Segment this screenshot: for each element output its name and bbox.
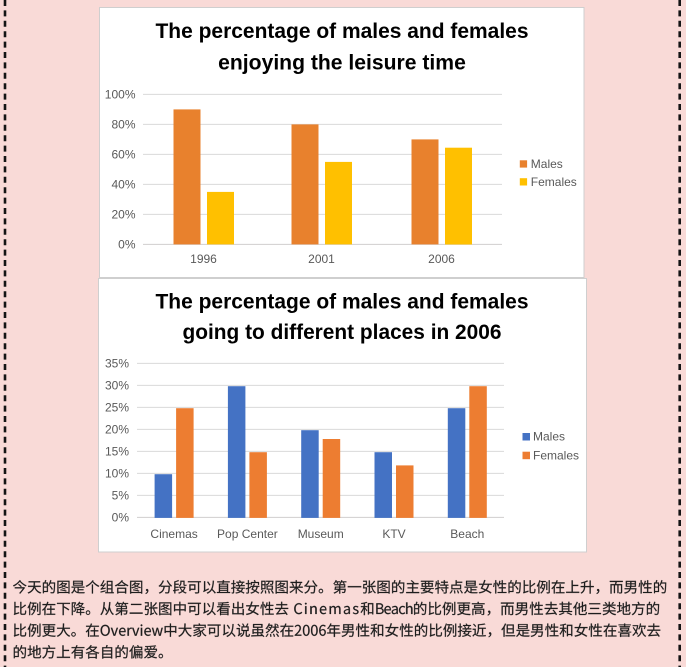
svg-text:100%: 100%	[105, 88, 136, 102]
svg-text:Beach: Beach	[450, 527, 484, 541]
svg-text:35%: 35%	[105, 357, 129, 371]
svg-text:going to different places in 2: going to different places in 2006	[183, 321, 502, 344]
svg-text:0%: 0%	[118, 238, 136, 252]
svg-text:0%: 0%	[112, 511, 130, 525]
svg-text:Cinemas: Cinemas	[150, 527, 197, 541]
svg-text:Pop Center: Pop Center	[217, 527, 278, 541]
svg-text:The percentage of males and fe: The percentage of males and females	[156, 291, 529, 314]
svg-text:2006: 2006	[428, 252, 455, 266]
svg-text:Museum: Museum	[298, 527, 344, 541]
svg-text:Males: Males	[533, 430, 565, 444]
svg-text:30%: 30%	[105, 379, 129, 393]
svg-text:enjoying the leisure time: enjoying the leisure time	[218, 52, 466, 75]
svg-text:15%: 15%	[105, 445, 129, 459]
svg-text:80%: 80%	[111, 118, 135, 132]
svg-text:10%: 10%	[105, 467, 129, 481]
svg-text:20%: 20%	[105, 423, 129, 437]
svg-text:20%: 20%	[111, 208, 135, 222]
svg-text:60%: 60%	[111, 148, 135, 162]
svg-text:2001: 2001	[308, 252, 335, 266]
svg-text:5%: 5%	[112, 489, 130, 503]
svg-text:40%: 40%	[111, 178, 135, 192]
svg-text:Males: Males	[531, 157, 563, 171]
svg-text:1996: 1996	[190, 252, 217, 266]
svg-text:Females: Females	[533, 449, 579, 463]
svg-text:Females: Females	[531, 175, 577, 189]
svg-text:25%: 25%	[105, 401, 129, 415]
svg-text:KTV: KTV	[382, 527, 405, 541]
svg-text:The percentage of males and fe: The percentage of males and females	[156, 20, 529, 43]
